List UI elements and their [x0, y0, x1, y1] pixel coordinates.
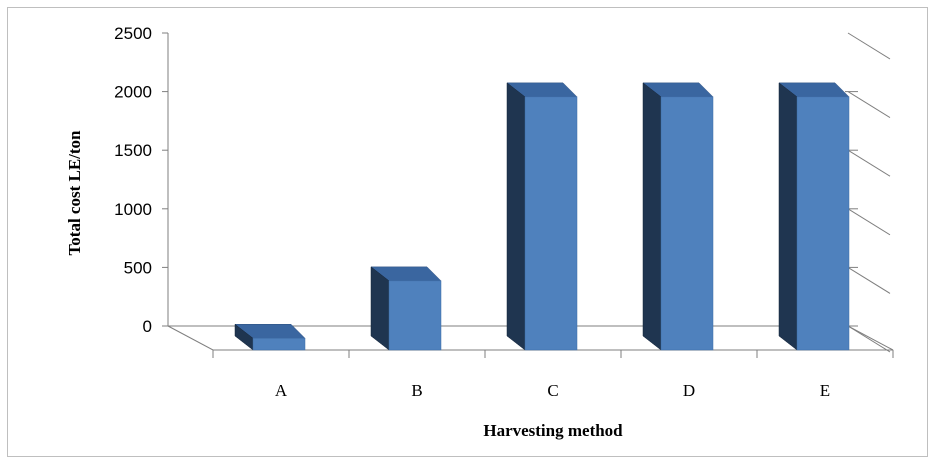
y-tick-label: 0	[143, 317, 152, 336]
bar-side-face	[778, 82, 798, 351]
bar-front-face	[660, 96, 714, 351]
x-category-label: B	[411, 381, 422, 400]
y-tick-label: 2000	[114, 83, 152, 102]
bars	[234, 82, 850, 351]
x-axis-title: Harvesting method	[483, 421, 623, 440]
x-category-label: A	[275, 381, 288, 400]
bar	[234, 323, 306, 351]
bar-front-face	[388, 280, 442, 351]
y-axis-ticks: 0 500 1000 1500 2000 2500	[114, 24, 891, 353]
bar	[778, 82, 850, 351]
y-tick-label: 500	[124, 258, 152, 277]
bar-front-face	[524, 96, 578, 351]
bar-side-face	[370, 266, 390, 351]
bar	[642, 82, 714, 351]
bar-side-face	[506, 82, 526, 351]
right-wall-tick	[847, 266, 891, 294]
x-category-label: D	[683, 381, 695, 400]
bar-front-face	[796, 96, 850, 351]
chart-frame	[7, 7, 928, 457]
y-tick-label: 2500	[114, 24, 152, 43]
y-tick-label: 1500	[114, 141, 152, 160]
y-axis-title: Total cost LE/ton	[65, 130, 84, 256]
right-wall-tick	[847, 149, 891, 177]
y-tick-label: 1000	[114, 200, 152, 219]
right-wall-tick	[847, 91, 891, 119]
bar-front-face	[252, 338, 306, 351]
x-axis-categories: A B C D E	[212, 350, 894, 400]
x-category-label: E	[820, 381, 830, 400]
right-wall-tick	[847, 325, 891, 353]
right-wall-tick	[847, 208, 891, 236]
bar	[370, 266, 442, 351]
x-category-label: C	[547, 381, 558, 400]
bar-side-face	[642, 82, 662, 351]
bar	[506, 82, 578, 351]
right-wall-tick	[847, 32, 891, 60]
